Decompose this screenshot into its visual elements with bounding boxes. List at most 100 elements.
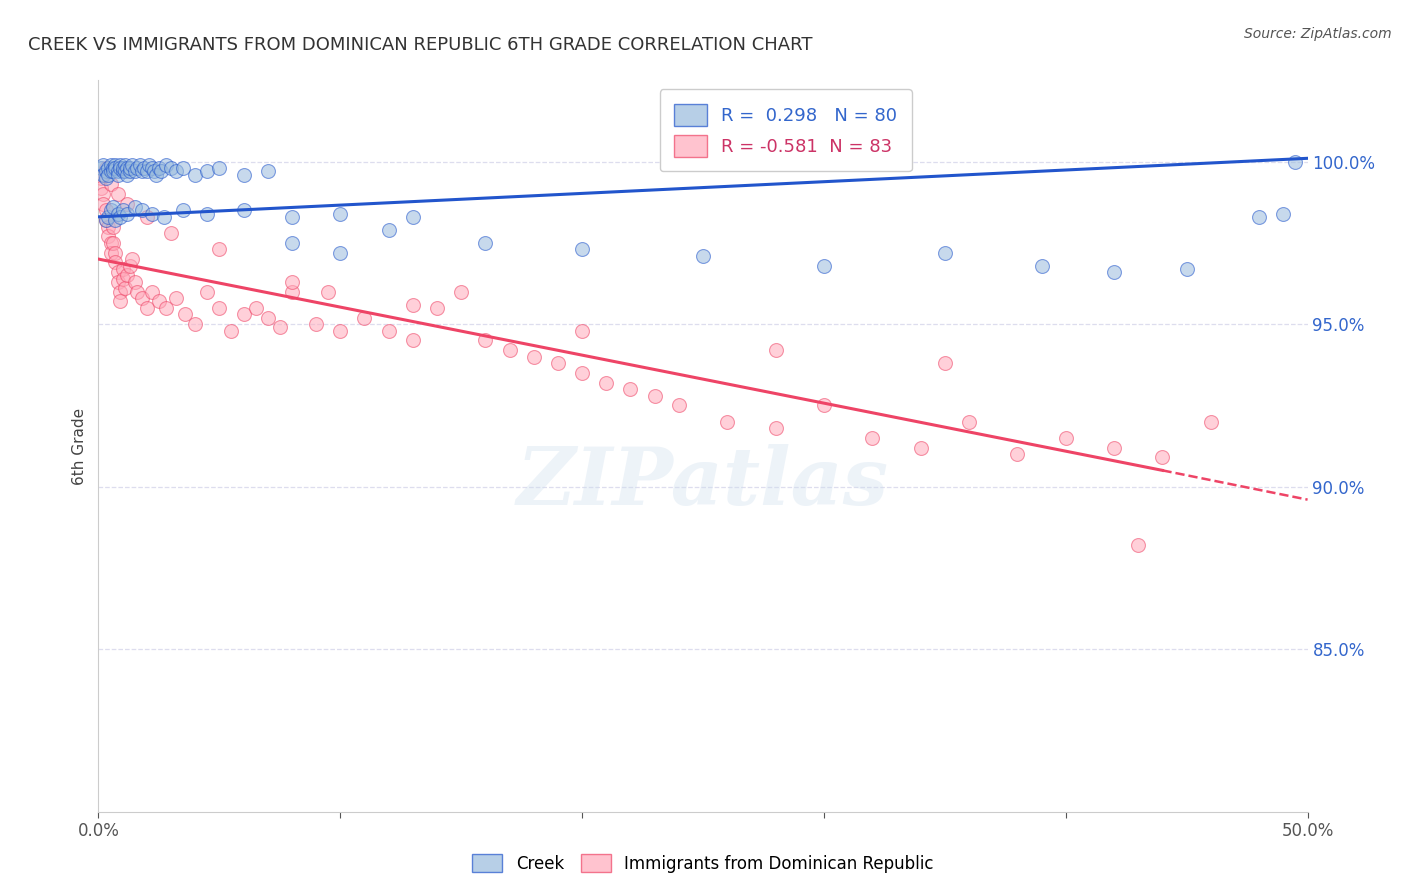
Point (135, 301, 157, 315)
Point (619, 382, 641, 396)
Point (1284, 154, 1306, 169)
Point (498, 343, 520, 357)
Point (94, 213, 117, 227)
Point (644, 389, 666, 403)
Point (160, 226, 183, 240)
Legend: Creek, Immigrants from Dominican Republic: Creek, Immigrants from Dominican Republi… (465, 847, 941, 880)
Point (474, 334, 496, 348)
Point (232, 168, 254, 182)
Point (90, 180, 112, 194)
Point (208, 161, 231, 175)
Point (571, 243, 593, 257)
Point (150, 164, 173, 178)
Point (934, 356, 956, 370)
Point (104, 161, 127, 175)
Point (813, 259, 835, 273)
Point (118, 161, 141, 175)
Point (256, 310, 278, 325)
Point (117, 206, 139, 220)
Point (172, 161, 194, 175)
Point (716, 415, 738, 429)
Point (402, 210, 425, 224)
Point (108, 161, 131, 175)
Point (128, 158, 150, 172)
Point (143, 164, 166, 178)
Point (1249, 210, 1271, 224)
Point (957, 415, 980, 429)
Point (184, 317, 207, 331)
Point (121, 158, 143, 172)
Point (117, 268, 139, 283)
Point (107, 275, 129, 289)
Point (1272, 206, 1295, 220)
Point (124, 275, 146, 289)
Point (523, 350, 546, 364)
Point (101, 200, 124, 214)
Point (281, 285, 304, 299)
Point (269, 320, 291, 334)
Point (138, 158, 160, 172)
Point (135, 210, 157, 224)
Point (118, 259, 141, 273)
Point (97, 161, 120, 175)
Point (118, 164, 141, 178)
Point (208, 243, 231, 257)
Point (108, 210, 131, 224)
Point (765, 421, 787, 435)
Point (402, 297, 425, 311)
Point (131, 291, 153, 305)
Point (1031, 259, 1053, 273)
Point (104, 158, 127, 172)
Point (329, 206, 352, 220)
Point (245, 301, 267, 315)
Point (104, 213, 127, 227)
Point (107, 168, 129, 182)
Point (90, 161, 112, 175)
Point (108, 294, 131, 309)
Point (160, 161, 183, 175)
Point (305, 317, 328, 331)
Point (104, 245, 127, 260)
Point (402, 334, 425, 348)
Point (107, 206, 129, 220)
Point (148, 161, 170, 175)
Point (765, 343, 787, 357)
Point (221, 324, 243, 338)
Y-axis label: 6th Grade: 6th Grade (72, 408, 87, 484)
Text: Source: ZipAtlas.com: Source: ZipAtlas.com (1244, 27, 1392, 41)
Point (1102, 265, 1125, 279)
Text: ZIPatlas: ZIPatlas (517, 444, 889, 521)
Point (127, 285, 149, 299)
Point (1102, 441, 1125, 455)
Point (184, 168, 207, 182)
Point (101, 164, 124, 178)
Legend: R =  0.298   N = 80, R = -0.581  N = 83: R = 0.298 N = 80, R = -0.581 N = 83 (659, 89, 911, 171)
Point (94, 170, 117, 185)
Point (100, 164, 122, 178)
Point (165, 164, 187, 178)
Point (165, 291, 187, 305)
Point (131, 203, 153, 218)
Point (117, 168, 139, 182)
Point (91, 196, 114, 211)
Point (131, 164, 153, 178)
Point (152, 210, 174, 224)
Point (117, 196, 139, 211)
Point (232, 307, 254, 321)
Point (571, 366, 593, 380)
Point (141, 206, 163, 220)
Point (100, 158, 122, 172)
Point (195, 285, 218, 299)
Point (547, 356, 569, 370)
Point (145, 168, 167, 182)
Point (934, 245, 956, 260)
Point (377, 324, 399, 338)
Point (377, 223, 399, 237)
Point (111, 271, 134, 285)
Point (114, 164, 136, 178)
Point (860, 431, 883, 445)
Point (94, 164, 117, 178)
Point (426, 301, 449, 315)
Point (127, 161, 149, 175)
Point (208, 301, 231, 315)
